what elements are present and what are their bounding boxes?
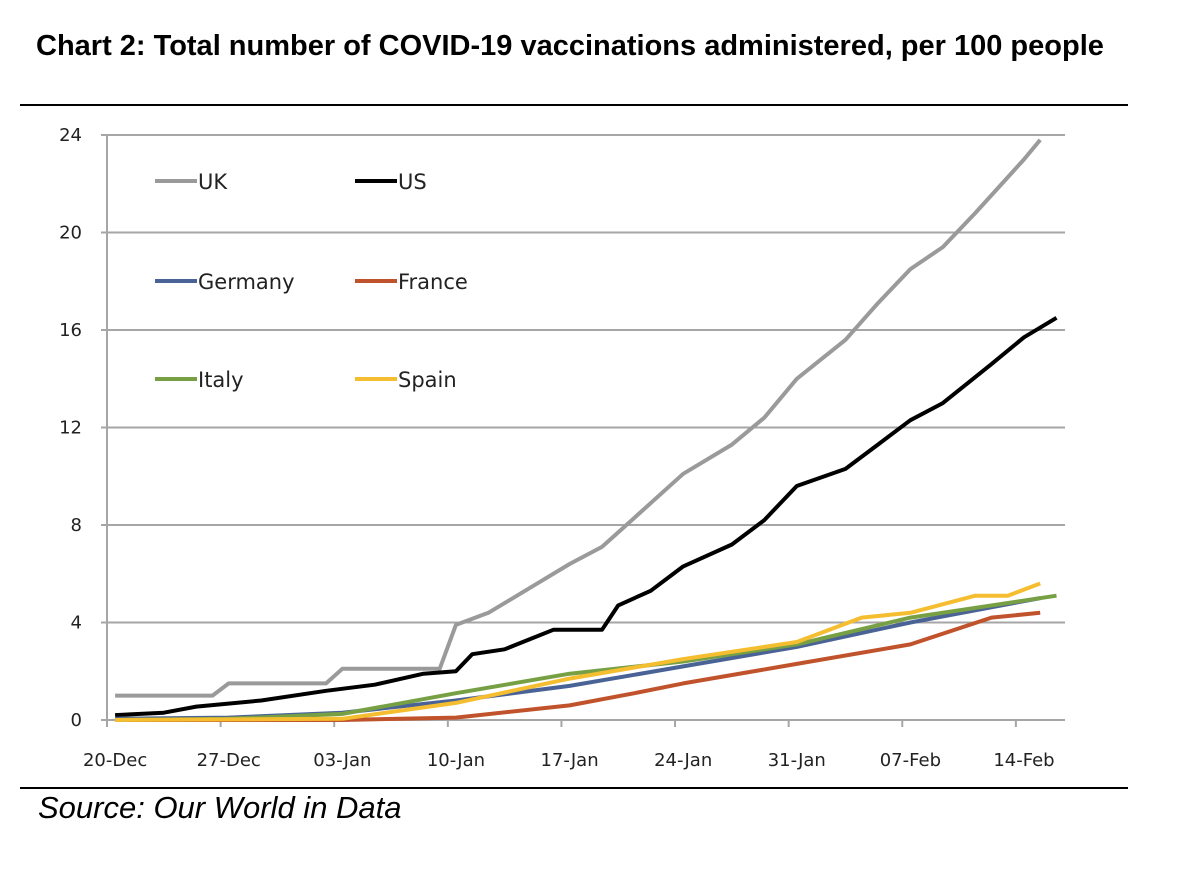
legend-label-france: France	[398, 270, 468, 294]
y-tick-label: 24	[59, 125, 82, 146]
y-tick-label: 0	[71, 710, 82, 731]
series-line-france	[115, 610, 1041, 722]
x-tick-label: 14-Feb	[993, 750, 1054, 771]
bottom-rule	[20, 787, 1128, 789]
y-tick-label: 12	[59, 418, 82, 439]
chart-title: Chart 2: Total number of COVID-19 vaccin…	[36, 30, 1104, 62]
series-line-spain	[115, 581, 1041, 722]
x-tick-label: 07-Feb	[880, 750, 941, 771]
x-tick-label: 31-Jan	[768, 750, 826, 771]
series-line-us	[115, 316, 1058, 718]
series-line-uk	[115, 138, 1042, 698]
series-line-italy	[115, 593, 1057, 722]
x-tick-label: 24-Jan	[654, 750, 712, 771]
x-tick-label: 10-Jan	[427, 750, 485, 771]
y-tick-label: 16	[59, 320, 82, 341]
legend-label-us: US	[398, 170, 427, 194]
y-tick-label: 20	[59, 223, 82, 244]
y-tick-label: 8	[71, 515, 82, 536]
x-tick-label: 27-Dec	[197, 750, 261, 771]
legend-label-germany: Germany	[198, 270, 295, 294]
x-tick-label: 17-Jan	[540, 750, 598, 771]
top-rule	[20, 104, 1128, 106]
legend-label-italy: Italy	[198, 368, 244, 392]
source-note: Source: Our World in Data	[38, 790, 402, 825]
legend-label-uk: UK	[198, 170, 228, 194]
x-tick-label: 03-Jan	[313, 750, 371, 771]
x-tick-label: 20-Dec	[83, 750, 147, 771]
legend-label-spain: Spain	[398, 368, 457, 392]
y-tick-label: 4	[71, 613, 82, 634]
